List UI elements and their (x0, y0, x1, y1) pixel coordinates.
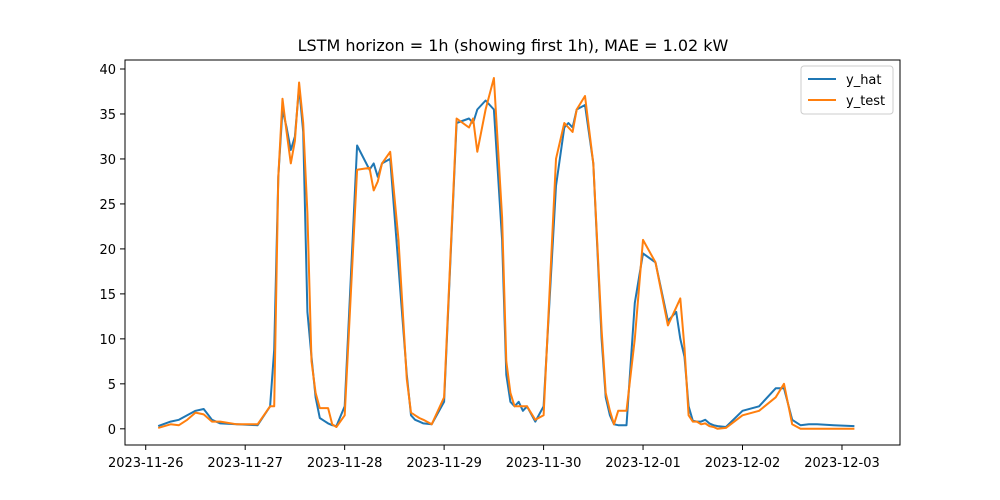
y-tick-label: 10 (99, 333, 116, 348)
x-tick-label: 2023-11-28 (307, 456, 383, 471)
plot-area (124, 59, 901, 446)
y-tick-label: 0 (108, 423, 116, 438)
y-tick-label: 40 (99, 63, 116, 78)
legend-label-y-test: y_test (846, 94, 885, 109)
plot-frame (124, 59, 901, 446)
x-tick-label: 2023-12-01 (605, 456, 681, 471)
y-tick-label: 30 (99, 153, 116, 168)
x-tick-label: 2023-12-03 (804, 456, 880, 471)
y-tick-label: 20 (99, 243, 116, 258)
chart-title: LSTM horizon = 1h (showing first 1h), MA… (298, 36, 729, 55)
legend-label-y-hat: y_hat (846, 73, 882, 88)
legend: y_hat y_test (800, 65, 894, 115)
y-tick-label: 25 (99, 198, 116, 213)
y-axis: 0 5 10 15 20 25 30 35 40 (99, 63, 125, 438)
x-tick-label: 2023-11-27 (207, 456, 283, 471)
y-tick-label: 5 (108, 378, 116, 393)
x-tick-label: 2023-11-29 (406, 456, 482, 471)
x-tick-label: 2023-12-02 (705, 456, 781, 471)
x-tick-label: 2023-11-30 (506, 456, 582, 471)
y-tick-label: 35 (99, 108, 116, 123)
x-axis: 2023-11-26 2023-11-27 2023-11-28 2023-11-29… (108, 445, 880, 471)
x-tick-label: 2023-11-26 (108, 456, 184, 471)
series-line-y-hat (157, 86, 855, 428)
series-layer (157, 77, 855, 430)
series-line-y-test (157, 77, 855, 430)
y-tick-label: 15 (99, 288, 116, 303)
